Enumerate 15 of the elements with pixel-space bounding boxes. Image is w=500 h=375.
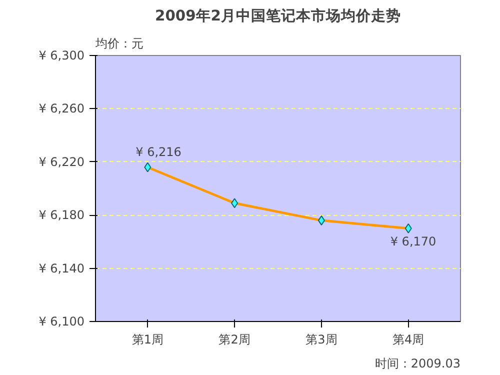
x-tick-label: 第3周 xyxy=(306,332,338,346)
y-tick-label: ¥ 6,140 xyxy=(38,261,85,276)
x-tick-label: 第1周 xyxy=(132,332,164,346)
chart-title: 2009年2月中国笔记本市场均价走势 xyxy=(155,6,402,24)
y-axis-title: 均价：元 xyxy=(94,36,144,50)
y-tick-label: ¥ 6,180 xyxy=(38,208,85,222)
y-tick-label: ¥ 6,300 xyxy=(38,48,85,62)
x-tick-label: 第2周 xyxy=(218,332,250,346)
data-label: ¥ 6,216 xyxy=(136,145,182,160)
y-tick-label: ¥ 6,260 xyxy=(38,102,85,116)
y-tick-label: ¥ 6,220 xyxy=(38,154,85,169)
x-tick-label: 第4周 xyxy=(392,332,424,346)
y-tick-label: ¥ 6,100 xyxy=(38,314,85,328)
data-label: ¥ 6,170 xyxy=(390,234,436,248)
text: 时间：2009.03 xyxy=(374,356,460,370)
